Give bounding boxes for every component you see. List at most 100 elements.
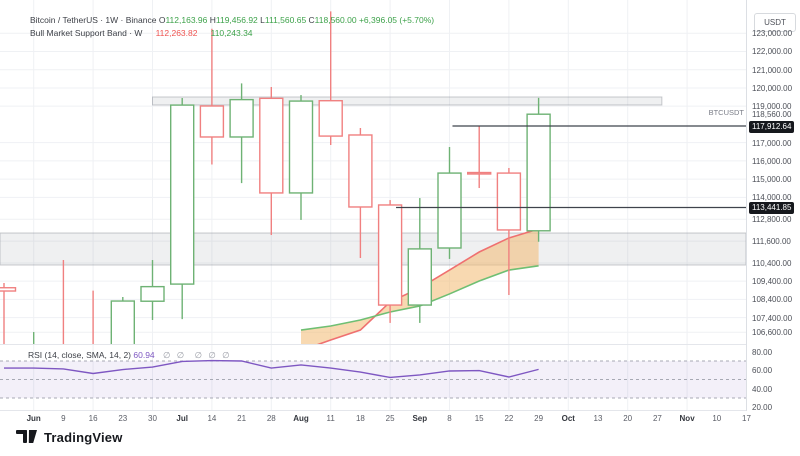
time-tick: 30	[148, 414, 157, 423]
time-tick: 27	[652, 414, 662, 423]
time-tick: 10	[712, 414, 722, 423]
price-axis[interactable]: USDT 123,000.00 122,000.00 121,000.00 120,0…	[746, 0, 800, 427]
candle-body-Aug-4[interactable]	[288, 100, 314, 194]
rsi-canvas[interactable]	[0, 344, 746, 410]
time-tick: 29	[534, 414, 544, 423]
time-tick: 23	[118, 414, 128, 423]
rsi-value: 60.94	[133, 350, 155, 360]
price-tick: 107,400.00	[752, 313, 793, 323]
currency-toggle-button[interactable]: USDT	[754, 13, 796, 32]
time-tick: Aug	[293, 414, 309, 423]
time-axis[interactable]: Jun 9 16 23 30 Jul 14 21 28 Aug 11 18 25 Sep 8 15 22 29 Oc…	[0, 411, 800, 427]
time-tick: Jun	[26, 414, 41, 423]
price-tick: 112,800.00	[752, 215, 792, 225]
symbol-legend-row[interactable]: Bitcoin / TetherUS · 1W · Binance O112,1…	[30, 14, 434, 27]
candle-body-Aug-25[interactable]	[377, 204, 403, 306]
time-tick: 13	[593, 414, 603, 423]
rsi-title[interactable]: RSI	[28, 350, 43, 360]
time-tick: 17	[742, 414, 751, 423]
candle-body-Jul-7[interactable]	[169, 104, 195, 285]
rsi-tick: 80.00	[752, 347, 773, 357]
candle-body-Sep-8[interactable]	[437, 172, 462, 249]
symbol-title[interactable]: Bitcoin / TetherUS · 1W · Binance	[30, 15, 157, 25]
time-tick: 8	[447, 414, 452, 423]
price-tick: 110,400.00	[752, 258, 792, 268]
candle-body-Jun-30[interactable]	[140, 285, 165, 302]
tradingview-logo-icon	[16, 430, 37, 443]
price-pane[interactable]	[0, 0, 746, 344]
current-price-tick: 118,560.00	[752, 110, 792, 120]
price-tick: 119,000.00	[752, 102, 792, 112]
ohlc-value: 118,560.00	[314, 15, 357, 25]
time-tick: Sep	[412, 414, 428, 423]
time-tick: 14	[207, 414, 217, 423]
ohlc-key: H	[207, 15, 216, 25]
time-tick: 18	[355, 414, 365, 423]
time-tick: 11	[326, 414, 335, 423]
time-tick: 21	[237, 414, 247, 423]
time-tick: 22	[504, 414, 514, 423]
price-tick: 115,000.00	[752, 175, 792, 185]
time-tick: 20	[623, 414, 633, 423]
candle-body-Jul-14[interactable]	[199, 105, 225, 138]
bull-market-support-band-fill	[301, 228, 539, 344]
candle-body-Aug-11[interactable]	[318, 100, 343, 137]
price-tick: 111,600.00	[752, 237, 791, 247]
change-value: +6,396.05 (+5.70%)	[358, 15, 435, 25]
candle-body-Jul-28[interactable]	[259, 97, 284, 194]
chart-legend: Bitcoin / TetherUS · 1W · Binance O112,1…	[30, 14, 434, 40]
tradingview-logo[interactable]: TradingView	[16, 429, 123, 445]
time-tick: 15	[474, 414, 484, 423]
candle-body-Aug-18[interactable]	[348, 134, 373, 208]
ohlc-key: L	[257, 15, 265, 25]
rsi-pane[interactable]	[0, 344, 746, 410]
candle-body-Sep-29[interactable]	[526, 113, 551, 232]
candle-body-Sep-1[interactable]	[407, 248, 432, 306]
legend-separator	[203, 28, 205, 38]
candle-body-May-26[interactable]	[0, 287, 17, 292]
time-tick: 16	[88, 414, 98, 423]
rsi-tick: 40.00	[752, 384, 773, 394]
rsi-line	[4, 359, 539, 379]
indicator-title[interactable]: Bull Market Support Band · W	[30, 28, 143, 38]
time-tick: Oct	[561, 414, 575, 423]
candle-body-Sep-15[interactable]	[467, 171, 492, 175]
rsi-legend-row[interactable]: RSI (14, close, SMA, 14, 2) 60.94 ∅ ∅ ∅ …	[28, 350, 232, 361]
price-tick: 121,000.00	[752, 65, 793, 75]
ohlc-value: 111,560.65	[264, 15, 307, 25]
time-tick: 28	[266, 414, 276, 423]
symbol-price-label: BTCUSDT	[708, 108, 744, 117]
rsi-tick: 60.00	[752, 366, 773, 376]
candlestick-canvas[interactable]	[0, 0, 746, 344]
price-zone-rectangle[interactable]	[152, 96, 663, 106]
time-tick: Jul	[176, 414, 188, 423]
ohlc-values: O112,163.96 H119,456.92 L111,560.65 C118…	[159, 15, 357, 25]
price-line-label: 113,441.85	[749, 201, 795, 214]
bmsb-sma-value: 112,263.82	[155, 28, 198, 38]
price-zone-rectangle[interactable]	[0, 232, 746, 266]
price-tick: 123,000.00	[752, 29, 793, 39]
price-tick: 114,000.00	[752, 193, 792, 203]
price-tick: 108,400.00	[752, 295, 793, 305]
tradingview-logo-text: TradingView	[44, 429, 123, 445]
rsi-tick: 20.00	[752, 403, 773, 413]
price-tick: 120,000.00	[752, 83, 793, 93]
bmsb-ema-value: 110,243.34	[210, 28, 253, 38]
rsi-empty-markers: ∅ ∅	[163, 350, 187, 360]
time-tick: 9	[61, 414, 66, 423]
candle-body-Jul-21[interactable]	[229, 98, 254, 138]
time-tick: 25	[385, 414, 395, 423]
price-tick: 106,600.00	[752, 328, 793, 338]
pane-divider[interactable]	[0, 344, 800, 345]
indicator-legend-row[interactable]: Bull Market Support Band · W 112,263.82 …	[30, 27, 434, 40]
price-tick: 116,000.00	[752, 156, 792, 166]
candle-body-Jun-23[interactable]	[110, 300, 136, 344]
ohlc-key: C	[306, 15, 315, 25]
price-tick: 117,000.00	[752, 138, 792, 148]
rsi-empty-markers: ∅ ∅ ∅	[194, 350, 232, 360]
rsi-params: (14, close, SMA, 14, 2)	[44, 350, 131, 360]
candle-body-Sep-22[interactable]	[496, 172, 522, 231]
ohlc-value: 119,456.92	[215, 15, 258, 25]
price-line-label: 117,912.64	[749, 120, 795, 133]
pane-divider[interactable]	[0, 410, 800, 411]
